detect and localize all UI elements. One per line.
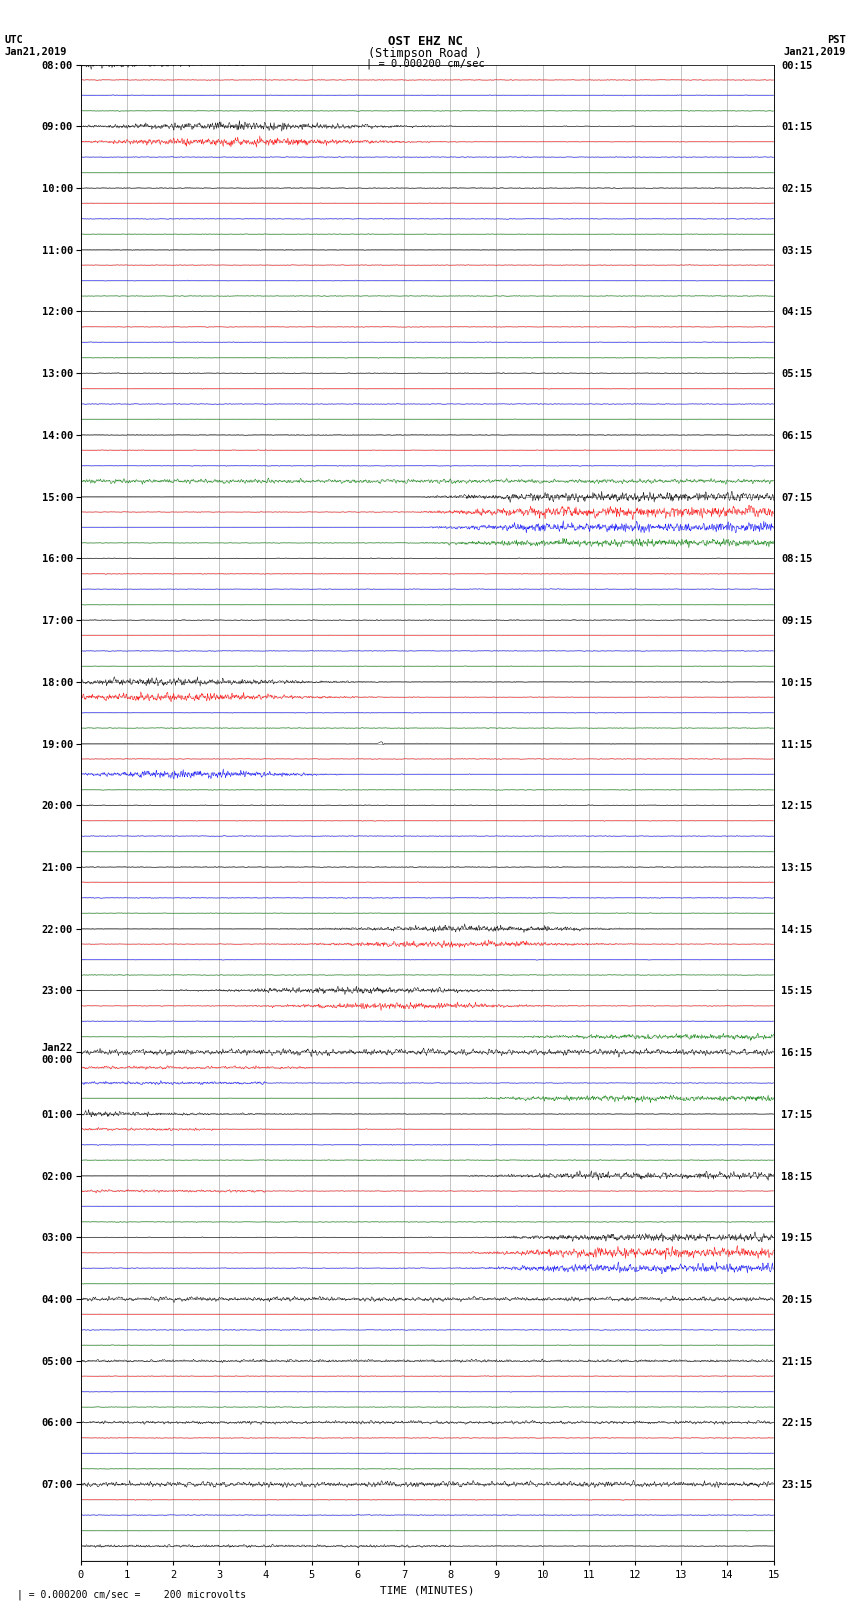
X-axis label: TIME (MINUTES): TIME (MINUTES) (380, 1586, 474, 1595)
Text: (Stimpson Road ): (Stimpson Road ) (368, 47, 482, 60)
Text: | = 0.000200 cm/sec =    200 microvolts: | = 0.000200 cm/sec = 200 microvolts (17, 1589, 246, 1600)
Text: PST: PST (827, 35, 846, 45)
Text: OST EHZ NC: OST EHZ NC (388, 35, 462, 48)
Text: UTC: UTC (4, 35, 23, 45)
Text: Jan21,2019: Jan21,2019 (783, 47, 846, 56)
Text: | = 0.000200 cm/sec: | = 0.000200 cm/sec (366, 58, 484, 69)
Text: Jan21,2019: Jan21,2019 (4, 47, 67, 56)
